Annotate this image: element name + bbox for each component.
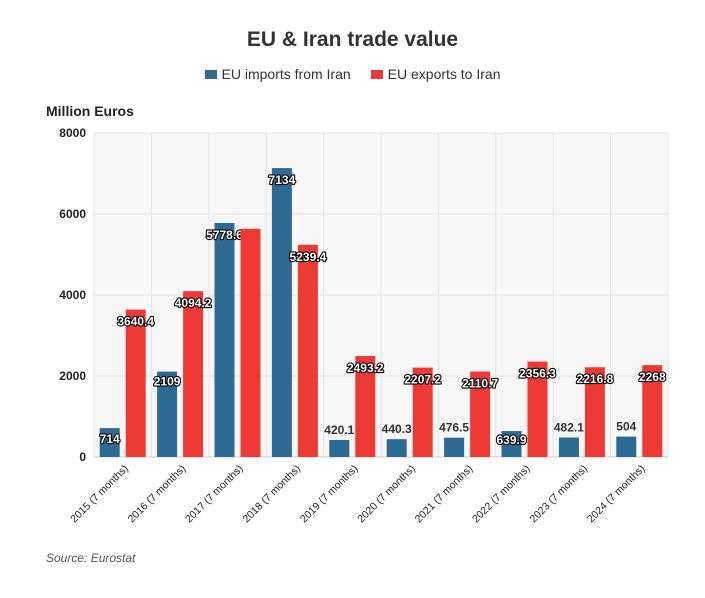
chart-title: EU & Iran trade value xyxy=(246,28,459,51)
x-tick-label: 2024 (7 months) xyxy=(585,463,648,526)
x-tick-label: 2021 (7 months) xyxy=(413,463,476,526)
legend: EU imports from Iran EU exports to Iran xyxy=(0,66,705,82)
bar-exports xyxy=(642,365,663,457)
x-tick-label: 2019 (7 months) xyxy=(298,463,361,526)
bar-imports xyxy=(558,437,579,457)
data-label-imports: 504 xyxy=(616,420,636,434)
legend-label-imports: EU imports from Iran xyxy=(221,66,351,82)
data-label-imports: 476.5 xyxy=(439,421,469,435)
bar-exports xyxy=(412,367,433,457)
data-label-imports: 7134 xyxy=(269,173,296,187)
data-label-imports: 2109 xyxy=(154,375,181,389)
bar-imports xyxy=(99,428,120,457)
bar-exports xyxy=(125,309,146,457)
x-tick-label: 2022 (7 months) xyxy=(470,463,533,526)
data-label-imports: 714 xyxy=(100,432,120,446)
bar-imports xyxy=(329,439,350,457)
data-label-exports: 3640.4 xyxy=(117,315,154,329)
data-label-exports: 2268 xyxy=(639,370,666,384)
source-note: Source: Eurostat xyxy=(46,551,136,565)
bar-exports xyxy=(470,371,491,457)
data-label-exports: 2216.8 xyxy=(577,372,614,386)
data-label-exports: 4094.2 xyxy=(175,296,212,310)
x-tick-label: 2023 (7 months) xyxy=(527,463,590,526)
x-tick-label: 2020 (7 months) xyxy=(355,463,418,526)
x-tick-label: 2015 (7 months) xyxy=(68,463,131,526)
data-label-imports: 639.9 xyxy=(496,433,526,447)
data-label-exports: 2110.7 xyxy=(462,377,498,391)
bar-exports xyxy=(584,367,605,457)
legend-swatch-imports xyxy=(204,69,217,79)
bar-imports xyxy=(386,439,407,457)
bar-imports xyxy=(501,431,522,457)
data-label-exports: 2356.3 xyxy=(519,367,556,381)
legend-item-exports[interactable]: EU exports to Iran xyxy=(370,66,501,82)
bar-imports xyxy=(157,371,178,457)
data-label-imports: 440.3 xyxy=(382,422,412,436)
bar-exports xyxy=(297,244,318,457)
y-tick-label: 2000 xyxy=(59,369,86,383)
y-tick-label: 6000 xyxy=(59,207,86,221)
legend-label-exports: EU exports to Iran xyxy=(387,66,501,82)
y-tick-label: 8000 xyxy=(59,126,86,140)
y-axis-title: Million Euros xyxy=(46,103,134,119)
bar-imports xyxy=(444,437,465,457)
legend-swatch-exports xyxy=(370,69,383,79)
x-tick-label: 2016 (7 months) xyxy=(126,463,189,526)
bar-exports xyxy=(183,291,204,457)
data-label-exports: 2207.2 xyxy=(404,373,441,387)
data-label-imports: 5778.6 xyxy=(206,228,243,242)
data-label-exports: 5239.4 xyxy=(290,250,327,264)
y-tick-label: 0 xyxy=(79,450,86,464)
data-label-imports: 482.1 xyxy=(554,420,584,434)
bar-exports xyxy=(527,361,548,457)
legend-item-imports[interactable]: EU imports from Iran xyxy=(204,66,351,82)
bar-exports xyxy=(240,228,261,457)
bar-imports xyxy=(616,436,637,457)
x-tick-label: 2017 (7 months) xyxy=(183,463,246,526)
bar-exports xyxy=(355,356,376,457)
y-tick-label: 4000 xyxy=(59,288,86,302)
data-label-exports: 2493.2 xyxy=(347,361,384,375)
bar-imports xyxy=(271,168,292,457)
bar-imports xyxy=(214,222,235,457)
x-tick-label: 2018 (7 months) xyxy=(240,463,303,526)
data-label-imports: 420.1 xyxy=(324,423,354,437)
